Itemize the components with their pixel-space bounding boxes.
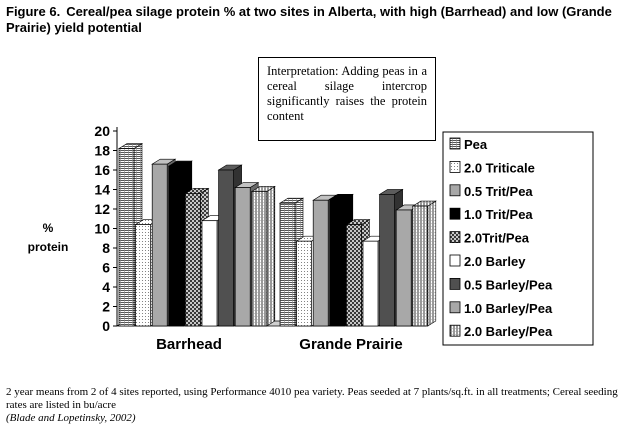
bar-front	[135, 224, 151, 327]
y-tick-label: 14	[94, 182, 110, 198]
bar-side	[427, 200, 437, 327]
figure-title-text: Cereal/pea silage protein % at two sites…	[6, 4, 612, 35]
bars-layer	[117, 143, 437, 327]
legend-swatch	[449, 324, 461, 337]
y-tick-label: 16	[94, 162, 110, 178]
legend-swatch	[449, 184, 461, 197]
y-tick-label: 20	[94, 123, 110, 139]
y-tick-label: 8	[102, 240, 110, 256]
y-tick-label: 12	[94, 201, 110, 217]
y-axis-label-line1: %	[43, 221, 54, 235]
citation: (Blade and Lopetinsky, 2002)	[6, 412, 136, 424]
figure-notes: 2 year means from 2 of 4 sites reported,…	[6, 386, 618, 425]
bar-front	[412, 205, 429, 327]
bar-front	[362, 240, 379, 327]
interpretation-note: Interpretation: Adding peas in a cereal …	[258, 57, 436, 141]
bar-front	[329, 198, 346, 327]
legend-label: 2.0 Barley/Pea	[464, 324, 553, 339]
bar	[250, 185, 276, 327]
bar-front	[118, 148, 135, 327]
interpretation-text: Interpretation: Adding peas in a cereal …	[267, 64, 427, 123]
y-tick-label: 0	[102, 318, 110, 334]
legend-swatch	[449, 160, 461, 173]
x-category-label: Barrhead	[156, 336, 222, 353]
bar-front	[346, 224, 362, 327]
y-tick-label: 10	[94, 221, 110, 237]
bar-front	[279, 202, 296, 327]
bar-front	[251, 191, 268, 327]
legend-label: 1.0 Barley/Pea	[464, 301, 553, 316]
y-tick-label: 18	[94, 143, 110, 159]
legend-swatch	[449, 231, 461, 244]
y-axis-label-line2: protein	[28, 240, 69, 254]
bar-front	[218, 169, 234, 327]
legend-swatch	[449, 277, 461, 290]
y-tick-label: 6	[102, 260, 110, 276]
bar-front	[234, 187, 251, 327]
legend-label: 0.5 Trit/Pea	[464, 184, 533, 199]
legend-label: 2.0 Triticale	[464, 160, 535, 175]
bar-front	[168, 165, 185, 327]
legend: Pea 2.0 Triticale 0.5 Trit/Pea 1.0 Trit/Pea…	[442, 131, 594, 346]
bar-front	[296, 240, 312, 327]
bar-front	[151, 163, 168, 327]
legend-box	[442, 131, 594, 346]
notes-text: 2 year means from 2 of 4 sites reported,…	[6, 386, 618, 411]
figure-title: Figure 6. Cereal/pea silage protein % at …	[6, 4, 618, 36]
legend-label: 2.0 Barley	[464, 254, 526, 269]
bar-front	[312, 199, 329, 327]
bar-side	[266, 185, 276, 327]
legend-label: Pea	[464, 137, 488, 152]
bar	[411, 200, 437, 327]
x-category-label: Grande Prairie	[299, 336, 402, 353]
bar-front	[379, 194, 395, 327]
y-tick-label: 4	[102, 279, 110, 295]
y-tick-label: 2	[102, 299, 110, 315]
legend-swatch	[449, 137, 461, 150]
legend-swatch	[449, 301, 461, 314]
legend-label: 1.0 Trit/Pea	[464, 207, 533, 222]
bar-front	[185, 193, 201, 327]
figure-number: Figure 6.	[6, 4, 61, 19]
legend-label: 0.5 Barley/Pea	[464, 277, 553, 292]
legend-swatch	[449, 207, 461, 220]
legend-swatch	[449, 254, 461, 267]
bar-front	[395, 209, 412, 327]
bar-front	[201, 220, 218, 327]
legend-label: 2.0Trit/Pea	[464, 231, 530, 246]
